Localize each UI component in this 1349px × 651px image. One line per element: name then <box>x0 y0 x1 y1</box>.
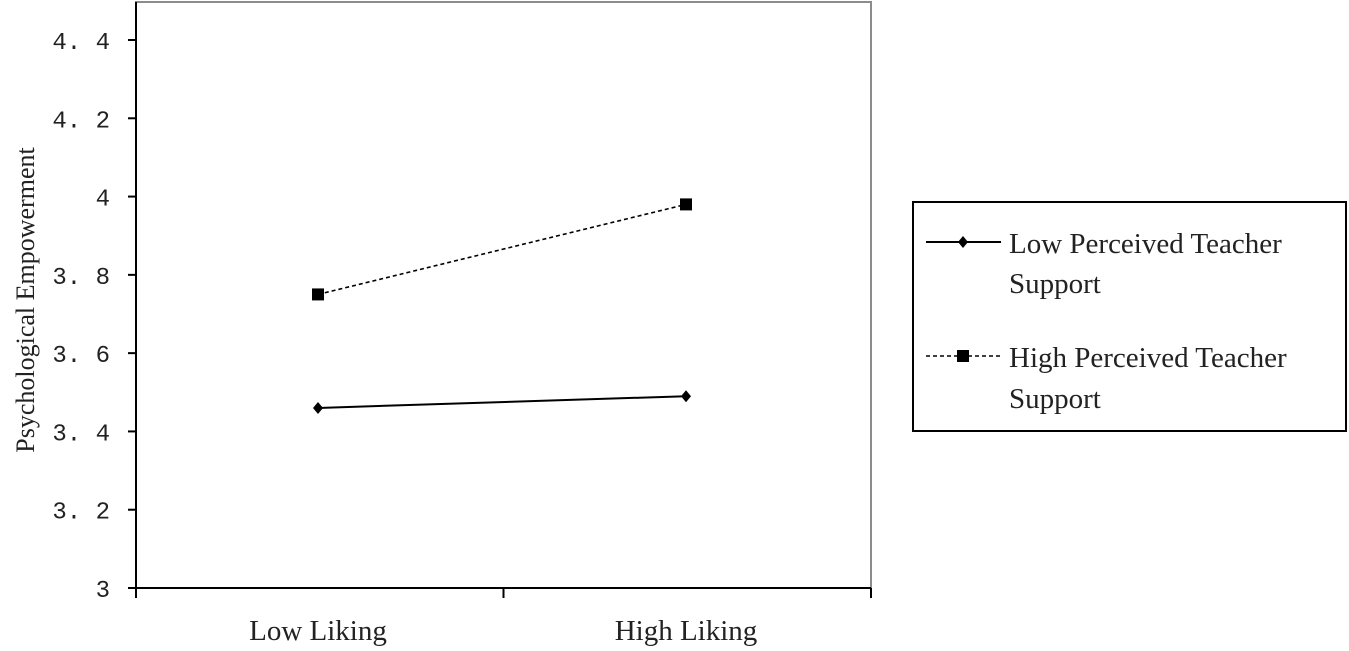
legend-entry: Low Perceived Teacher Support <box>926 228 1282 300</box>
plot-frame <box>135 1 872 589</box>
legend-label: Support <box>1009 383 1101 415</box>
legend-label: Low Perceived Teacher <box>1009 228 1282 260</box>
legend-swatch-marker <box>957 350 969 362</box>
series-high-support <box>312 198 692 301</box>
series-line <box>317 203 687 296</box>
legend-label: Support <box>1009 268 1101 300</box>
y-axis-title: Psychological Empowerment <box>11 147 40 453</box>
y-tick-label: 3. 8 <box>52 265 110 292</box>
y-tick-label: 3. 2 <box>52 500 110 527</box>
y-tick-label: 4. 2 <box>52 108 110 135</box>
legend-entry: High Perceived Teacher Support <box>926 342 1287 415</box>
series-line <box>317 395 687 409</box>
legend-box <box>912 201 1347 432</box>
y-tick-label: 3. 6 <box>52 343 110 370</box>
series-layer <box>312 198 692 414</box>
legend-label: High Perceived Teacher <box>1009 342 1287 374</box>
data-point-marker <box>313 401 323 414</box>
data-point-marker <box>312 288 324 301</box>
data-point-marker <box>680 198 692 211</box>
data-point-marker <box>681 390 691 403</box>
x-axis-ticks: Low Liking High Liking <box>135 588 872 647</box>
y-tick-label: 4 <box>96 187 110 214</box>
x-category-label: High Liking <box>615 615 758 647</box>
legend-swatch-marker <box>958 236 968 248</box>
y-tick-label: 4. 4 <box>52 30 110 57</box>
y-tick-label: 3. 4 <box>52 421 110 448</box>
y-axis-ticks: 3 3. 2 3. 4 3. 6 3. 8 4 4. 2 4. 4 <box>52 30 136 605</box>
x-category-label: Low Liking <box>249 615 387 647</box>
series-low-support <box>313 390 691 414</box>
y-tick-label: 3 <box>96 578 110 605</box>
